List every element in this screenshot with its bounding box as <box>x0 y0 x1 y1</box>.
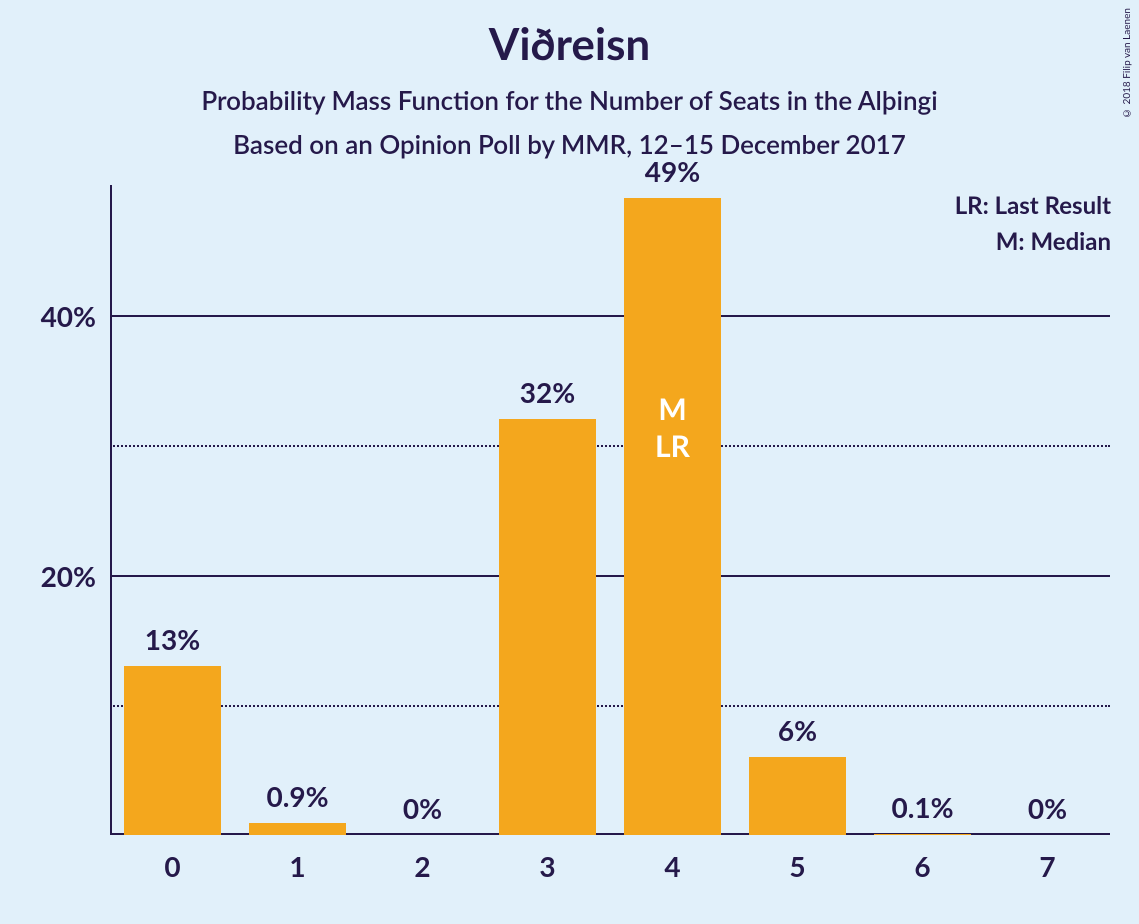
y-axis-line <box>110 185 112 835</box>
xaxis-tick-label: 6 <box>860 849 985 883</box>
chart-subtitle-1: Probability Mass Function for the Number… <box>0 84 1139 116</box>
xaxis-tick-label: 5 <box>735 849 860 883</box>
last-result-marker: LR <box>624 428 722 466</box>
bar-annotations: MLR <box>624 391 722 466</box>
bar-value-label: 13% <box>110 622 235 656</box>
bar <box>249 823 347 835</box>
bar <box>624 198 722 835</box>
bar-value-label: 0% <box>360 791 485 825</box>
bar-value-label: 32% <box>485 375 610 409</box>
bar-value-label: 0.9% <box>235 779 360 813</box>
xaxis-tick-label: 1 <box>235 849 360 883</box>
bar <box>124 666 222 835</box>
chart-subtitle-2: Based on an Opinion Poll by MMR, 12–15 D… <box>0 128 1139 160</box>
median-marker: M <box>624 391 722 429</box>
bar-value-label: 6% <box>735 713 860 747</box>
xaxis-tick-label: 7 <box>985 849 1110 883</box>
gridline-minor <box>110 445 1110 447</box>
yaxis-tick-label: 40% <box>6 299 96 333</box>
copyright-text: © 2018 Filip van Laenen <box>1121 8 1133 119</box>
chart-title: Viðreisn <box>0 0 1139 70</box>
gridline-major <box>110 575 1110 577</box>
yaxis-tick-label: 20% <box>6 559 96 593</box>
xaxis-tick-label: 0 <box>110 849 235 883</box>
bar <box>874 834 972 835</box>
bar <box>499 419 597 835</box>
gridline-minor <box>110 705 1110 707</box>
xaxis-tick-label: 2 <box>360 849 485 883</box>
bar-value-label: 0% <box>985 791 1110 825</box>
chart-plot-area: 20%40%13%00.9%10%232%349%46%50.1%60%7MLR <box>110 185 1110 835</box>
gridline-major <box>110 315 1110 317</box>
bar-value-label: 49% <box>610 154 735 188</box>
bar <box>749 757 847 835</box>
xaxis-tick-label: 4 <box>610 849 735 883</box>
bar-value-label: 0.1% <box>860 790 985 824</box>
xaxis-tick-label: 3 <box>485 849 610 883</box>
